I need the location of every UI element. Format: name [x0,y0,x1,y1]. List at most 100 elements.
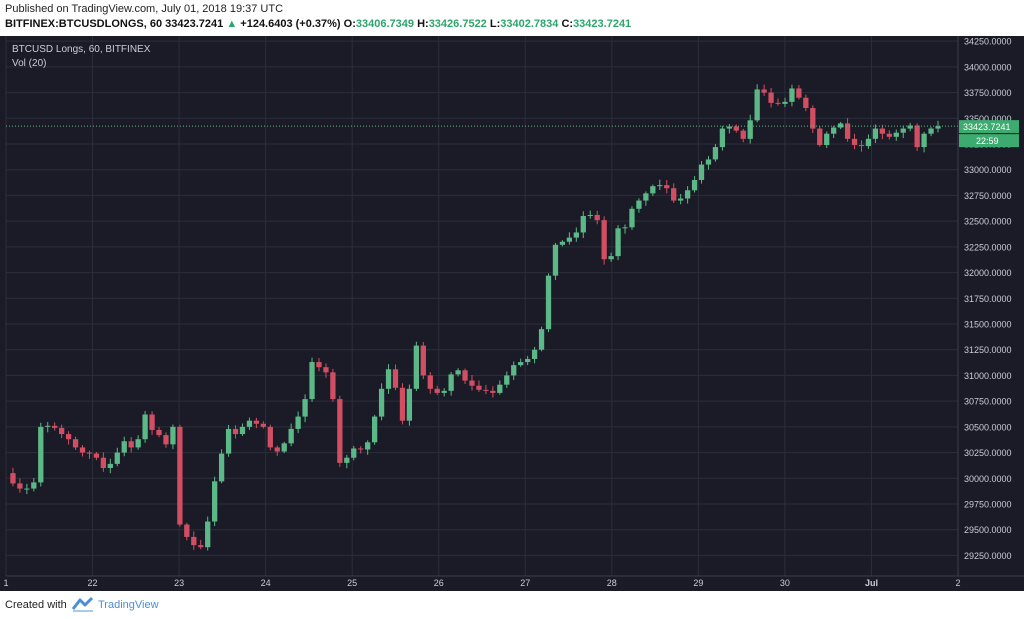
candle-body [413,345,420,389]
candle-body [121,441,127,453]
candle-body [914,125,920,148]
candle-body [399,387,406,421]
up-arrow-icon: ▲ [226,18,238,30]
candle-body [698,164,705,180]
candle-body [274,447,280,452]
candle-body [587,214,593,216]
candle-body [225,428,232,454]
x-tick-label: 30 [780,578,790,588]
candle-body [615,228,621,257]
candle-body [281,443,287,452]
candle-body [31,482,37,489]
candle-body [218,453,225,482]
y-tick-label: 32250.0000 [964,242,1012,252]
candle-body [149,414,155,430]
candle-body [524,358,531,363]
candle-body [580,216,586,233]
y-tick-label: 34000.0000 [964,62,1012,72]
candle-body [678,198,684,201]
candle-body [107,463,113,468]
y-tick-label: 31000.0000 [964,371,1012,381]
last-price-tag [959,120,1019,134]
candle-body [664,185,670,189]
candle-body [643,193,649,201]
candle-body [879,128,886,134]
close-value: 33423.7241 [573,18,632,30]
candle-body [392,369,399,388]
low-label: L: [489,18,501,30]
candle-body [629,208,635,228]
last-price: 33423.7241 [165,18,224,30]
candle-body [246,420,253,427]
y-tick-label: 32500.0000 [964,217,1012,227]
chart-legend-title[interactable]: BTCUSD Longs, 60, BITFINEX [12,44,151,55]
candle-body [796,88,802,98]
candle-body [434,388,440,393]
candle-body [831,127,837,134]
y-tick-label: 29500.0000 [964,525,1012,535]
candle-body [747,120,753,139]
candle-body [559,241,566,245]
candle-body [837,123,844,128]
candle-body [921,133,927,148]
tradingview-brand-link[interactable]: TradingView [98,599,159,611]
candle-body [511,365,517,376]
y-tick-label: 29250.0000 [964,551,1012,561]
candle-body [156,429,162,436]
y-tick-label: 30000.0000 [964,474,1012,484]
candle-body [135,439,141,448]
x-tick-label: 26 [434,578,444,588]
x-tick-label: 28 [607,578,617,588]
footer-bar: Created with TradingView [0,591,1024,619]
candle-body [316,362,322,368]
y-tick-label: 29750.0000 [964,500,1012,510]
candle-body [253,420,260,424]
y-tick-label: 31750.0000 [964,294,1012,304]
tradingview-logo-icon[interactable] [71,596,94,617]
candle-body [497,384,503,393]
candle-body [448,374,454,391]
close-label: C: [561,18,574,30]
candle-body [351,448,357,458]
open-value: 33406.7349 [355,18,415,30]
y-tick-label: 32750.0000 [964,191,1012,201]
candle-body [302,399,308,417]
candle-body [330,372,336,400]
volume-indicator-label[interactable]: Vol (20) [12,58,47,69]
candle-body [817,128,823,146]
candle-body [191,536,197,546]
candle-body [337,399,343,463]
x-tick-label: 25 [347,578,357,588]
candle-body [754,89,760,121]
x-tick-label: 23 [174,578,184,588]
candle-body [712,147,719,160]
candle-body [45,425,51,427]
candle-body [789,88,795,102]
candle-body [872,128,879,139]
candle-body [935,126,941,129]
candle-body [851,138,858,146]
candle-body [65,434,72,440]
candle-body [239,426,246,435]
candle-body [538,329,545,350]
candlestick-chart[interactable]: 34250.0000 34000.0000 33750.0000 33500.0000… [0,36,1024,591]
candle-body [719,128,726,148]
candle-body [650,186,656,194]
candle-body [886,133,892,137]
candle-body [865,138,872,147]
candle-body [142,414,148,440]
candle-body [636,200,642,209]
candle-body [232,428,239,435]
candle-body [803,97,809,108]
y-tick-label: 33750.0000 [964,88,1012,98]
countdown-tag [959,134,1019,148]
candle-body [24,488,30,490]
candle-body [518,362,524,366]
chart-area[interactable]: 34250.0000 34000.0000 33750.0000 33500.0000… [0,36,1024,591]
candle-body [775,102,781,104]
candle-body [170,426,176,445]
candle-body [824,133,830,146]
y-tick-label: 30500.0000 [964,422,1012,432]
y-tick-label: 33500.0000 [964,114,1012,124]
candle-body [552,244,559,276]
